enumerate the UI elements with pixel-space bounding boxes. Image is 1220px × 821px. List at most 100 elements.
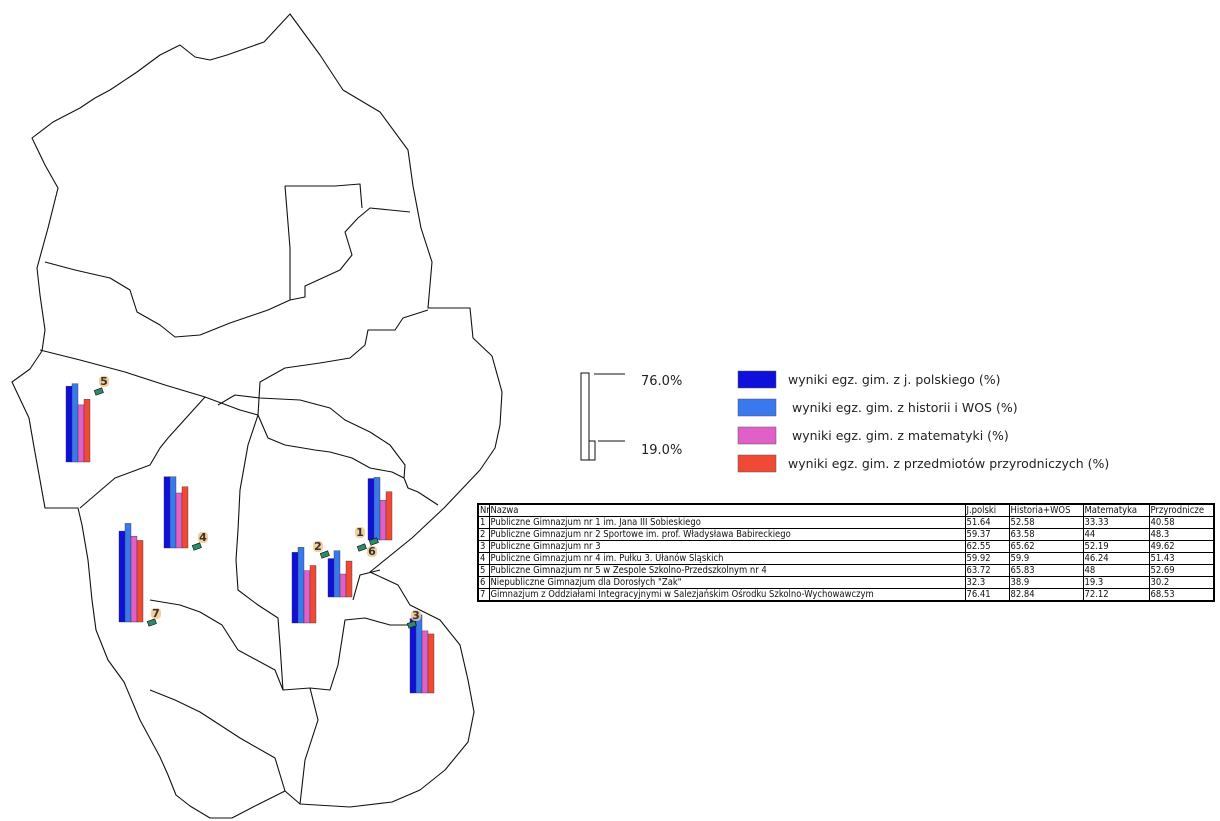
- chart-bar: [124, 523, 132, 623]
- table-row: 3 Publiczne Gimnazjum nr 3 62.55 65.62 52.19…: [477, 540, 1215, 553]
- boundary-line: [217, 394, 406, 479]
- school-number-label: 7: [151, 607, 161, 620]
- cell-nr: 3: [477, 540, 490, 553]
- school-number-label: 2: [313, 540, 323, 553]
- header-przyrodnicze: Przyrodnicze: [1148, 503, 1215, 517]
- chart-bar: [175, 492, 183, 549]
- cell-matematyka: 44: [1082, 528, 1150, 541]
- legend-swatch: [737, 370, 777, 389]
- boundary-line: [352, 569, 381, 601]
- scale-bar-max: [580, 372, 590, 461]
- label-halo: [411, 610, 421, 621]
- boundary-line: [79, 396, 206, 509]
- cell-historia-wos: 59.9: [1008, 552, 1084, 565]
- cell-nr: 2: [477, 528, 490, 541]
- school-chart-3: 3: [406, 609, 435, 694]
- chart-bar: [77, 404, 85, 463]
- school-number: 3: [412, 609, 420, 622]
- results-table-container: Nr Nazwa J.polski Historia+WOS Matematyk…: [477, 503, 1215, 602]
- school-number: 2: [314, 540, 322, 553]
- school-number-label: 5: [99, 375, 109, 388]
- scale-max-label: 76.0%: [641, 374, 682, 389]
- cell-nazwa: Gimnazjum z Oddziałami Integracyjnymi w …: [488, 588, 966, 602]
- chart-bar: [385, 491, 393, 541]
- header-matematyka: Matematyka: [1082, 503, 1150, 517]
- label-halo: [355, 527, 365, 538]
- cell-nazwa: Niepubliczne Gimnazjum dla Dorosłych "Ża…: [488, 576, 966, 589]
- label-halo: [151, 608, 161, 619]
- chart-bar: [309, 565, 317, 624]
- school-location-marker: [93, 387, 104, 396]
- chart-bar: [136, 540, 144, 623]
- cell-nazwa: Publiczne Gimnazjum nr 5 w Zespole Szkol…: [488, 564, 966, 577]
- chart-bar: [130, 535, 138, 623]
- table-header-row: Nr Nazwa J.polski Historia+WOS Matematyk…: [477, 503, 1215, 517]
- cell-historia-wos: 82.84: [1008, 588, 1084, 602]
- table-row: 2 Publiczne Gimnazjum nr 2 Sportowe im. p…: [477, 528, 1215, 541]
- legend-item-label: wyniki egz. gim. z przedmiotów przyrodni…: [788, 456, 1109, 471]
- header-nr: Nr: [477, 503, 490, 517]
- boundary-line: [299, 687, 319, 805]
- school-chart-6: 6: [327, 543, 377, 598]
- cell-nazwa: Publiczne Gimnazjum nr 1 im. Jana III So…: [488, 516, 966, 529]
- legend-swatch: [737, 454, 777, 473]
- cell-przyrodnicze: 40.58: [1148, 516, 1215, 529]
- school-number: 4: [199, 531, 207, 544]
- boundary-line: [285, 183, 363, 209]
- cell-jpolski: 59.37: [964, 528, 1010, 541]
- cell-historia-wos: 63.58: [1008, 528, 1084, 541]
- cell-przyrodnicze: 68.53: [1148, 588, 1215, 602]
- school-number-label: 3: [411, 609, 421, 622]
- table-row: 7 Gimnazjum z Oddziałami Integracyjnymi w…: [477, 588, 1215, 602]
- legend-item-label: wyniki egz. gim. z historii i WOS (%): [792, 400, 1018, 415]
- cell-nazwa: Publiczne Gimnazjum nr 3: [488, 540, 966, 553]
- boundary-line: [235, 414, 410, 691]
- cell-historia-wos: 38.9: [1008, 576, 1084, 589]
- chart-bar: [118, 530, 126, 623]
- boundary-line: [149, 689, 286, 792]
- chart-bar: [291, 552, 299, 624]
- boundary-line: [284, 185, 291, 300]
- chart-bar: [421, 630, 429, 694]
- legend-item-label: wyniki egz. gim. z j. polskiego (%): [788, 372, 1000, 387]
- label-halo: [313, 541, 323, 552]
- school-location-marker: [368, 537, 379, 546]
- school-number: 1: [356, 526, 364, 539]
- table-row: 6 Niepubliczne Gimnazjum dla Dorosłych "Ż…: [477, 576, 1215, 589]
- header-historia-wos: Historia+WOS: [1008, 503, 1084, 517]
- cell-przyrodnicze: 30.2: [1148, 576, 1215, 589]
- table-row: 4 Publiczne Gimnazjum nr 4 im. Pułku 3. U…: [477, 552, 1215, 565]
- chart-bar: [367, 478, 375, 541]
- chart-bar: [303, 570, 311, 624]
- cell-przyrodnicze: 52.69: [1148, 564, 1215, 577]
- cell-matematyka: 48: [1082, 564, 1150, 577]
- table-row: 1 Publiczne Gimnazjum nr 1 im. Jana III S…: [477, 516, 1215, 529]
- chart-bar: [409, 618, 417, 694]
- chart-bar: [379, 500, 387, 541]
- school-location-marker: [146, 618, 157, 627]
- school-chart-5: 5: [65, 375, 109, 463]
- chart-bar: [71, 383, 79, 463]
- scale-bar-min: [588, 440, 596, 461]
- boundary-line: [39, 349, 439, 506]
- cell-przyrodnicze: 51.43: [1148, 552, 1215, 565]
- school-chart-2: 2: [291, 540, 330, 624]
- scale-min-label: 19.0%: [641, 443, 682, 458]
- school-location-marker: [319, 550, 330, 559]
- chart-bar: [65, 385, 73, 463]
- cell-jpolski: 51.64: [964, 516, 1010, 529]
- school-chart-1: 1: [355, 477, 393, 546]
- label-halo: [198, 532, 208, 543]
- legend-swatch: [737, 426, 777, 445]
- table-row: 5 Publiczne Gimnazjum nr 5 w Zespole Szko…: [477, 564, 1215, 577]
- legend-item-label: wyniki egz. gim. z matematyki (%): [792, 428, 1009, 443]
- chart-bar: [163, 476, 171, 549]
- cell-nr: 6: [477, 576, 490, 589]
- school-number-label: 6: [367, 545, 377, 558]
- cell-przyrodnicze: 49.62: [1148, 540, 1215, 553]
- cell-matematyka: 52.19: [1082, 540, 1150, 553]
- school-number: 6: [368, 545, 376, 558]
- school-chart-7: 7: [118, 523, 161, 627]
- cell-historia-wos: 65.62: [1008, 540, 1084, 553]
